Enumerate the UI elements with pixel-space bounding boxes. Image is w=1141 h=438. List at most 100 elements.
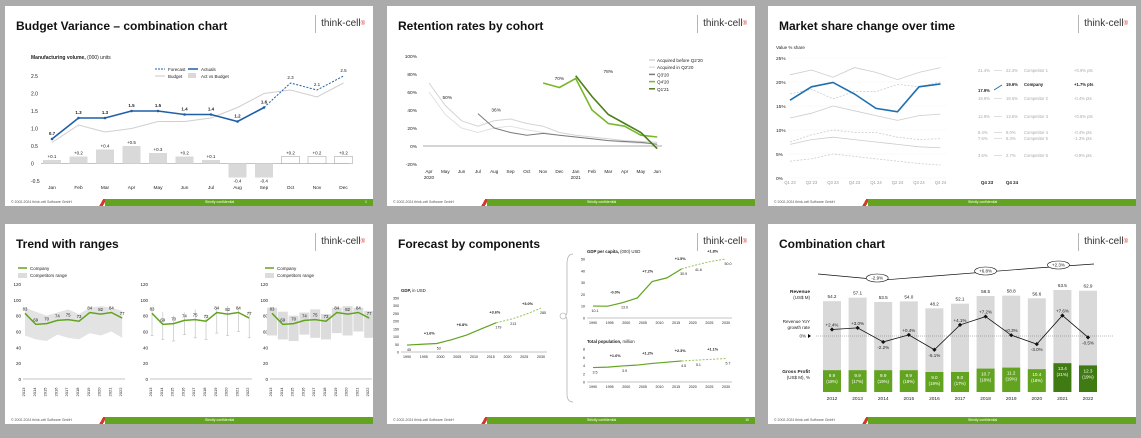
competitor-name: Competitor 4 xyxy=(1024,130,1049,135)
x-tick-label: 2030 xyxy=(537,355,545,359)
y-tick-label: 200 xyxy=(393,320,399,324)
cagr-label: +1.2% xyxy=(642,351,653,355)
growth-point xyxy=(1034,341,1039,347)
competitor-line xyxy=(789,136,941,149)
y-tick-label: 20 xyxy=(16,361,22,366)
footer-bar xyxy=(487,417,755,424)
profit-bar xyxy=(1002,367,1021,392)
slide-combination-chart[interactable]: Combination chart think-cell® Revenue (US… xyxy=(768,224,1136,424)
forecast-line xyxy=(681,357,727,362)
think-cell-logo: think-cell® xyxy=(697,233,747,251)
x-tick-label: Jul xyxy=(208,185,214,191)
y-tick-label: 0 xyxy=(145,377,148,382)
cagr-label: +1.8% xyxy=(707,249,718,253)
slide-title: Forecast by components xyxy=(398,237,541,251)
value-label: 75 xyxy=(313,313,318,318)
profit-bar xyxy=(1027,369,1046,392)
variance-bar xyxy=(43,160,61,164)
variance-bar xyxy=(228,163,247,178)
competitor-name: Competitor 3 xyxy=(1024,114,1049,119)
slide-budget-variance[interactable]: Budget Variance – combination chart thin… xyxy=(5,6,373,206)
forecast-line xyxy=(681,258,727,270)
forecast-label: 2.3 xyxy=(287,75,294,80)
slide-trend-ranges[interactable]: Trend with ranges think-cell® Company Com… xyxy=(5,224,373,424)
y-tick-label: 0% xyxy=(776,176,784,182)
y-tick-label: 1.5 xyxy=(31,109,38,115)
revenue-label: 53.5 xyxy=(879,295,888,300)
value-label: 5.7 xyxy=(726,361,731,365)
value-label: 69 xyxy=(33,317,38,322)
actuals-point xyxy=(77,116,80,120)
actuals-point xyxy=(130,109,133,113)
x-tick-label: 2018 xyxy=(202,387,207,397)
x-tick-label: 2018 xyxy=(322,387,327,397)
x-tick-label: 1995 xyxy=(420,355,428,359)
range-bar xyxy=(364,310,373,338)
budget-line xyxy=(51,82,344,143)
competitor-change: -0.4% pts xyxy=(1074,96,1092,101)
x-tick-label: Q4 24 xyxy=(935,180,947,185)
profit-label: 12.3 xyxy=(1084,368,1093,373)
chart-subtitle: Manufacturing volume, (000) units xyxy=(31,55,111,61)
y-tick-label: 20% xyxy=(407,126,417,132)
y-tick-label: 40% xyxy=(407,108,417,114)
growth-label: +2.4% xyxy=(826,323,839,328)
x-tick-label: 2000 xyxy=(437,355,445,359)
profit-row-label: Gross Profit xyxy=(782,369,810,375)
slide-forecast-components[interactable]: Forecast by components think-cell® GDP, … xyxy=(387,224,755,424)
value-label: 4.5 xyxy=(681,364,686,368)
profit-label: 9.9 xyxy=(829,373,836,378)
x-tick-label: 2016 xyxy=(300,387,305,397)
point-label: 50% xyxy=(442,95,452,101)
value-label: 179 xyxy=(495,326,501,330)
panel-title-rest: (000) USD xyxy=(619,249,641,254)
competitor-line xyxy=(789,129,941,143)
x-tick-label: 2019 xyxy=(333,387,338,397)
point-label: 36% xyxy=(491,108,501,114)
panel-title: GDP, in USD xyxy=(401,288,426,293)
footer-accent xyxy=(481,199,489,206)
x-tick-label: 2020 xyxy=(1031,396,1042,402)
value-label: 74 xyxy=(182,313,187,318)
series-line xyxy=(428,91,658,145)
y-tick-label: 60 xyxy=(16,330,22,335)
x-tick-label: 2030 xyxy=(722,321,730,325)
competitor-line xyxy=(789,105,941,121)
slide-retention-rates[interactable]: Retention rates by cohort think-cell® 10… xyxy=(387,6,755,206)
y-tick-label: 2 xyxy=(583,372,585,376)
legend-range-swatch xyxy=(18,273,27,278)
slide-market-share[interactable]: Market share change over time think-cell… xyxy=(768,6,1136,206)
actual-line xyxy=(406,322,497,346)
x-tick-label: 2025 xyxy=(705,385,713,389)
y-tick-label: 100 xyxy=(393,335,399,339)
cagr-label: +3.0% xyxy=(522,302,533,306)
value-label: 82 xyxy=(345,307,350,312)
value-label: 77 xyxy=(367,311,372,316)
cagr-label: -0.0% xyxy=(610,291,621,295)
footer-copyright: © 2002-2024 think-cell Software GmbH xyxy=(11,418,72,422)
y-tick-label: 0 xyxy=(265,377,268,382)
think-cell-logo: think-cell® xyxy=(1078,15,1128,33)
variance-label: +0.2 xyxy=(180,151,189,156)
logo-text: think-cell xyxy=(703,18,743,29)
cagr-label: +1.1% xyxy=(707,347,718,351)
panel-title: Total population, million xyxy=(587,339,635,344)
x-tick-label: 2019 xyxy=(213,387,218,397)
range-bar xyxy=(267,307,277,336)
x-tick-label: 2014 xyxy=(279,387,284,397)
growth-label: -0.5% xyxy=(1082,340,1094,345)
y-tick-label: 20 xyxy=(263,361,269,366)
profit-pct-label: (21%) xyxy=(1057,372,1069,377)
value-label: 73 xyxy=(204,314,209,319)
variance-label: +0.2 xyxy=(313,151,322,156)
x-tick-label: Q1 24 xyxy=(870,180,882,185)
x-tick-label: 2020 xyxy=(689,321,697,325)
x-tick-label: 2017 xyxy=(955,396,966,402)
panel-title-rest: in USD xyxy=(411,288,426,293)
legend-variance-swatch xyxy=(188,73,196,78)
competitor-start-value: 7.6% xyxy=(978,136,988,141)
cagr-label: +3.6% xyxy=(489,311,500,315)
slide-footer: © 2002-2024 think-cell Software GmbH Stri… xyxy=(387,199,755,206)
series-line xyxy=(477,113,658,145)
